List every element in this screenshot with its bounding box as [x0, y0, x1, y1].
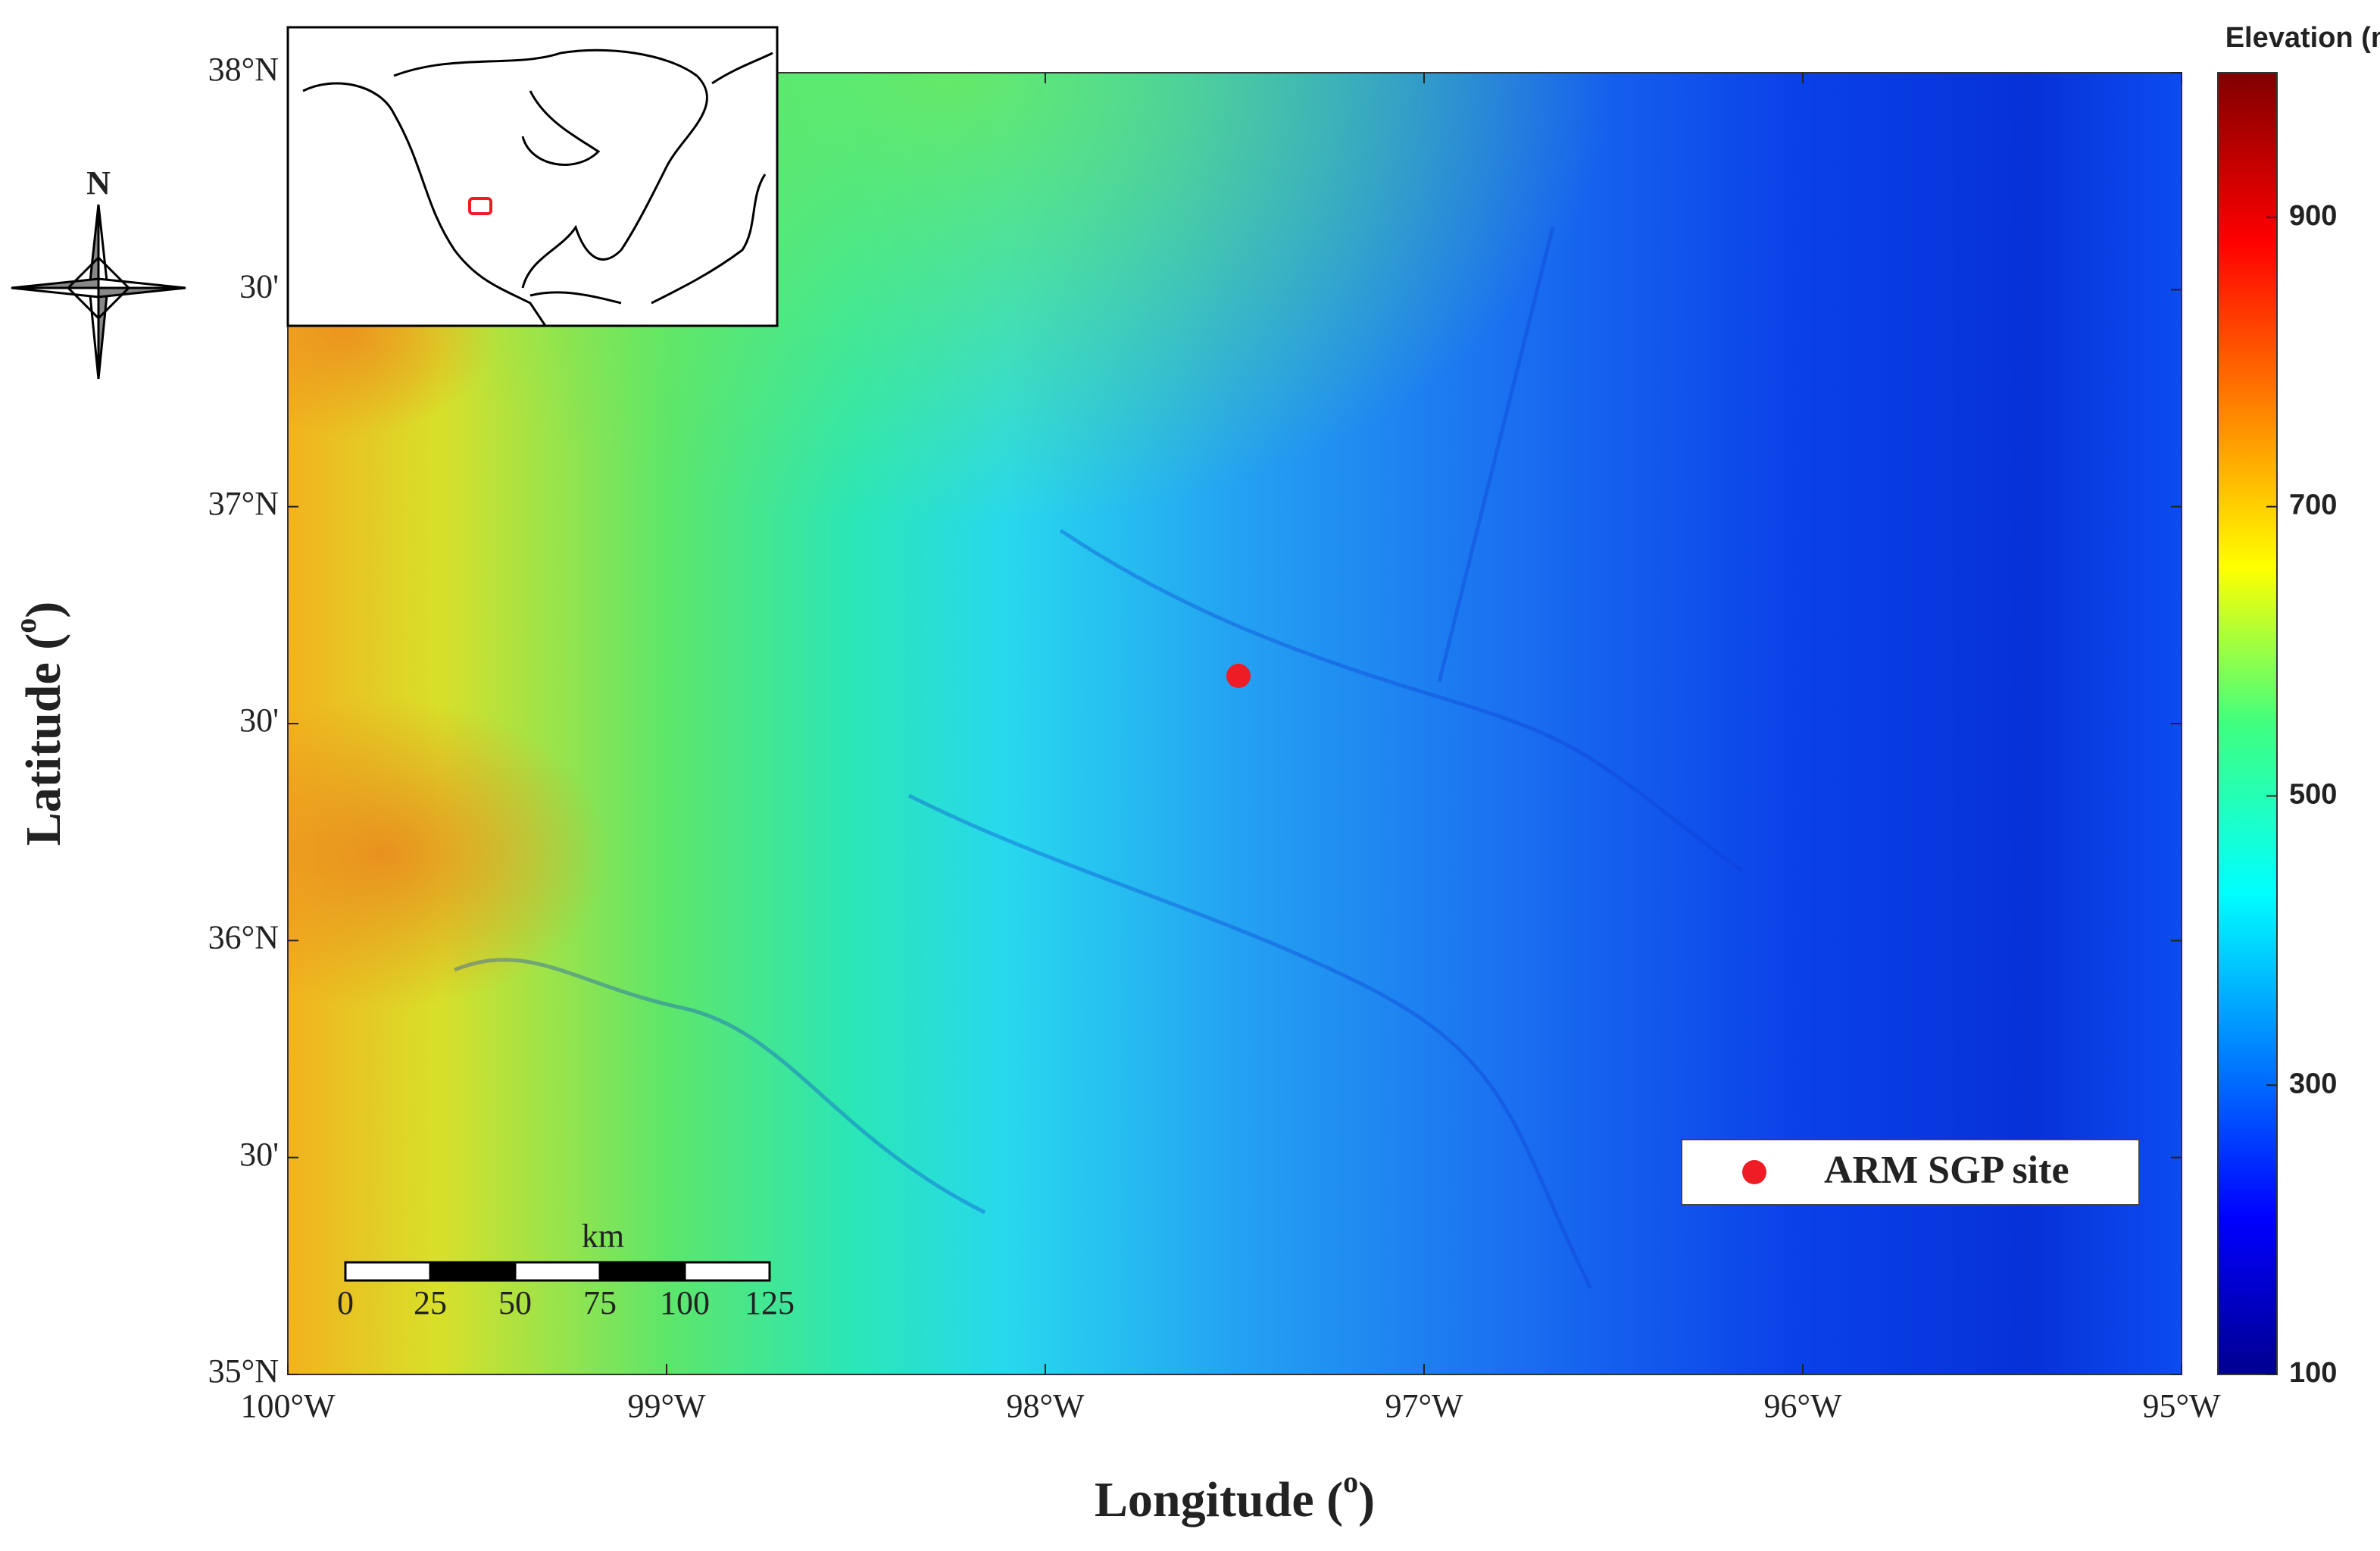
y-tick-label: 30' [239, 1136, 279, 1173]
compass-point [88, 204, 100, 289]
river [454, 958, 986, 1215]
x-axis-title-end: ) [1358, 1472, 1375, 1528]
inset-frame [286, 26, 779, 327]
compass-point [88, 286, 100, 380]
y-tick-label: 35°N [208, 1352, 279, 1390]
colorbar-tick-label: 500 [2289, 778, 2337, 810]
coastline [711, 52, 773, 85]
compass: N [11, 164, 186, 380]
scale-label: 75 [583, 1284, 617, 1321]
x-tick-label: 97°W [1385, 1387, 1463, 1424]
y-axis-title-end: ) [16, 602, 71, 618]
scale-segment [683, 1261, 771, 1282]
y-tick-label: 30' [239, 702, 279, 739]
scale-segment [598, 1261, 686, 1282]
colorbar-tick-label: 900 [2289, 200, 2337, 232]
x-axis-title-sup: o [1343, 1465, 1358, 1499]
scale-label: 50 [498, 1284, 532, 1321]
scale-label: 25 [414, 1284, 447, 1321]
y-axis-title-sup: o [8, 618, 42, 633]
x-axis-title-text: Longitude ( [1095, 1472, 1343, 1528]
x-tick-label: 100°W [240, 1387, 336, 1424]
y-tick-label: 38°N [208, 51, 279, 88]
scale-label: 125 [745, 1284, 795, 1321]
river [1437, 227, 1555, 683]
x-tick-label: 96°W [1763, 1387, 1842, 1424]
y-tick-label: 30' [239, 267, 279, 305]
colorbar-tick-label: 300 [2289, 1068, 2337, 1099]
compass-point [11, 277, 100, 289]
coastline [529, 291, 622, 305]
compass-point [97, 204, 109, 289]
compass-point [97, 286, 109, 380]
scale-unit: km [582, 1218, 624, 1255]
river [1059, 528, 1744, 873]
legend-label: ARM SGP site [1824, 1149, 2069, 1192]
y-axis-title: Latitude (o) [8, 602, 71, 846]
coastline [521, 90, 601, 166]
colorbar-title: Elevation (m) [2225, 22, 2380, 54]
coastline [393, 48, 708, 289]
y-tick-label: 36°N [208, 918, 279, 955]
coastline [651, 174, 767, 305]
scale-segment [429, 1261, 517, 1282]
scale-label: 100 [660, 1284, 710, 1321]
inset-map [286, 26, 779, 327]
x-tick-label: 98°W [1006, 1387, 1085, 1424]
compass-point [97, 277, 186, 289]
study-area [468, 197, 492, 215]
y-tick-label: 37°N [208, 485, 279, 522]
legend-marker [1742, 1160, 1766, 1184]
coastline [302, 82, 547, 327]
compass-label: N [86, 164, 111, 202]
river [907, 793, 1593, 1290]
y-axis-title-text: Latitude ( [16, 633, 71, 846]
x-tick-label: 99°W [627, 1387, 706, 1424]
scale-segment [344, 1261, 432, 1282]
compass-point [11, 286, 100, 299]
compass-point [97, 286, 186, 299]
colorbar-tick-label: 100 [2289, 1357, 2337, 1389]
site-marker [1226, 664, 1251, 689]
colorbar-tick-label: 700 [2289, 489, 2337, 521]
scale-label: 0 [337, 1284, 354, 1321]
compass-point [66, 255, 131, 321]
x-axis-title: Longitude (o) [1095, 1465, 1375, 1528]
x-tick-label: 95°W [2142, 1387, 2221, 1424]
colorbar [2217, 72, 2278, 1375]
scale-segment [514, 1261, 601, 1282]
